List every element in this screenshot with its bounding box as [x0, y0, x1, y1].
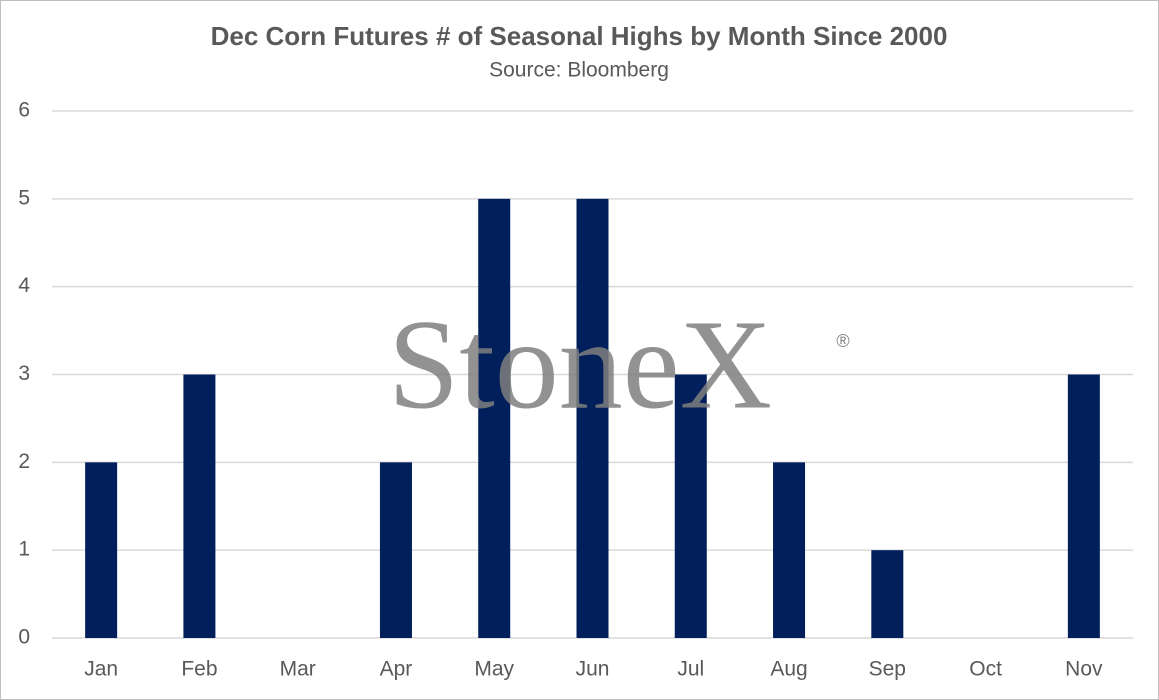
x-tick-label: Oct — [969, 658, 1002, 681]
x-tick-label: Mar — [280, 658, 316, 681]
bar — [871, 550, 904, 638]
bar — [379, 462, 412, 638]
y-tick-label: 0 — [18, 626, 30, 649]
x-tick-label: May — [474, 658, 514, 681]
bar — [85, 462, 118, 638]
chart-subtitle: Source: Bloomberg — [489, 59, 669, 82]
bar — [773, 462, 806, 638]
y-tick-label: 5 — [18, 186, 30, 209]
y-tick-label: 1 — [18, 538, 30, 561]
y-tick-label: 2 — [18, 450, 30, 473]
x-tick-label: Feb — [181, 658, 217, 681]
bars — [85, 198, 1100, 639]
chart-title: Dec Corn Futures # of Seasonal Highs by … — [211, 21, 948, 51]
watermark: StoneX — [388, 293, 772, 435]
bar — [478, 198, 511, 639]
watermark-symbol: ® — [836, 331, 849, 351]
y-tick-label: 4 — [18, 274, 30, 297]
x-tick-label: Nov — [1065, 658, 1103, 681]
bar — [576, 198, 609, 639]
x-tick-label: Jul — [677, 658, 704, 681]
bar — [1067, 374, 1100, 638]
x-tick-label: Jan — [84, 658, 118, 681]
y-tick-label: 6 — [18, 99, 30, 122]
y-tick-label: 3 — [18, 362, 30, 385]
x-tick-label: Jun — [576, 658, 610, 681]
bar — [183, 374, 216, 638]
x-tick-label: Apr — [380, 658, 413, 681]
x-tick-label: Aug — [770, 658, 807, 681]
bar — [674, 374, 707, 638]
x-tick-label: Sep — [869, 658, 906, 681]
